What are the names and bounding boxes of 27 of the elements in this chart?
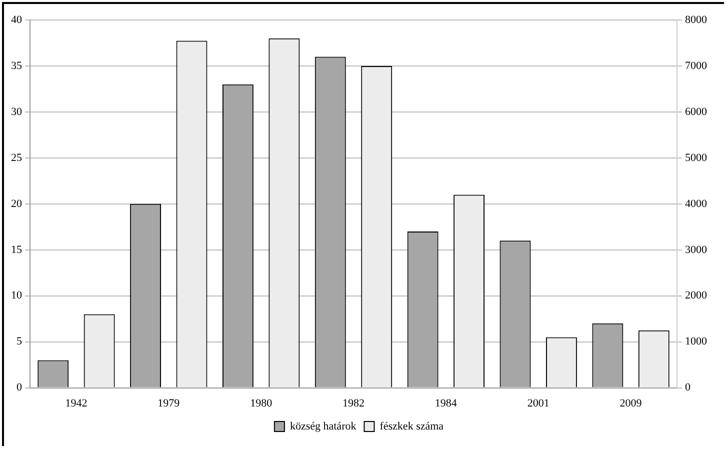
x-tick-label: 1979: [158, 397, 180, 410]
y-tick-label: 40: [11, 14, 22, 26]
y-tick-label: 30: [11, 106, 22, 118]
y-tick-label: 20: [11, 198, 22, 210]
legend-label: fészkek száma: [380, 420, 444, 432]
y2-tick-label: 7000: [685, 60, 708, 72]
y2-tick-label: 4000: [685, 198, 708, 210]
y-tick-label: 0: [16, 382, 22, 394]
y2-tick-label: 5000: [685, 152, 708, 164]
x-tick-label: 1980: [250, 397, 273, 410]
y2-tick-label: 1000: [685, 336, 708, 348]
x-tick-label: 1942: [65, 397, 88, 410]
legend-label: község határok: [290, 420, 357, 432]
y2-tick-label: 2000: [685, 290, 708, 302]
y-tick-label: 15: [11, 244, 22, 256]
y2-tick-label: 3000: [685, 244, 708, 256]
y2-tick-label: 0: [685, 382, 691, 394]
x-tick-label: 1984: [434, 397, 458, 410]
y-tick-label: 35: [11, 60, 22, 72]
y-tick-label: 10: [11, 290, 22, 302]
x-tick-label: 2009: [620, 397, 642, 410]
y-tick-label: 5: [16, 336, 22, 348]
x-tick-label: 2001: [527, 397, 550, 410]
x-tick-label: 1982: [342, 397, 364, 410]
y2-tick-label: 6000: [685, 106, 708, 118]
y-tick-label: 25: [11, 152, 22, 164]
y2-tick-label: 8000: [685, 14, 708, 26]
